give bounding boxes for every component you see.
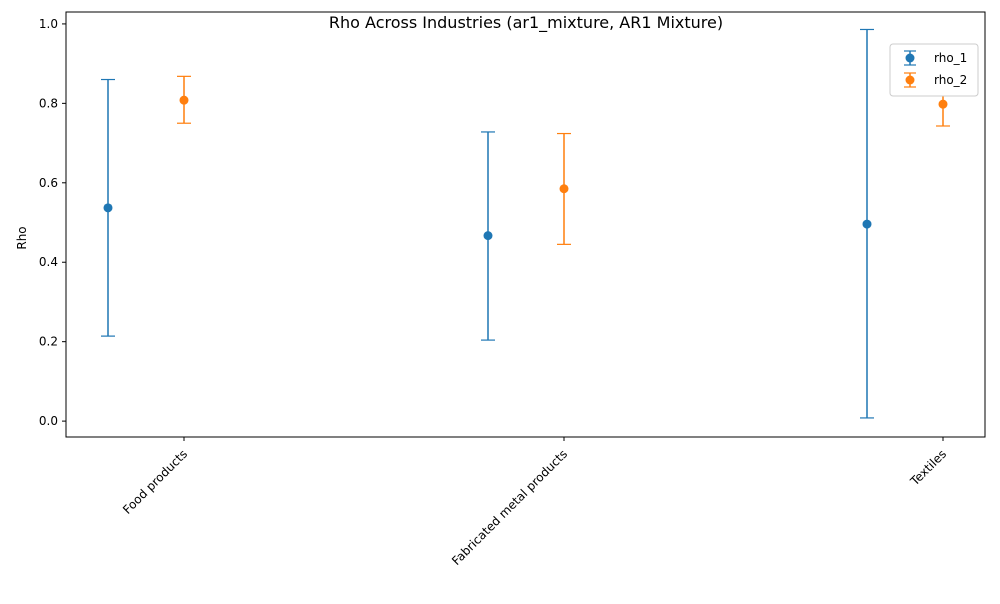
data-point-rho_2 (179, 95, 189, 105)
y-tick-label: 0.8 (39, 96, 58, 110)
data-point-rho_1 (103, 203, 113, 213)
y-tick-label: 0.0 (39, 414, 58, 428)
data-point-rho_1 (483, 231, 493, 241)
y-tick-label: 0.6 (39, 176, 58, 190)
y-tick-label: 0.2 (39, 335, 58, 349)
y-tick-label: 1.0 (39, 17, 58, 31)
data-point-rho_2 (938, 99, 948, 109)
legend-marker (905, 75, 915, 85)
chart-title: Rho Across Industries (ar1_mixture, AR1 … (329, 13, 723, 33)
plot-area (101, 28, 950, 419)
legend: rho_1 rho_2 (889, 43, 979, 97)
y-axis-label: Rho (15, 226, 29, 249)
legend-label-rho_1: rho_1 (934, 51, 967, 65)
x-tick-label: Food products (120, 447, 190, 517)
legend-label-rho_2: rho_2 (934, 73, 967, 87)
x-tick-label: Textiles (907, 447, 949, 489)
data-point-rho_2 (559, 184, 569, 194)
legend-marker (905, 53, 915, 63)
x-tick-label: Fabricated metal products (449, 447, 570, 568)
y-tick-label: 0.4 (39, 255, 58, 269)
y-axis: 0.0 0.2 0.4 0.6 0.8 1.0 (39, 17, 66, 428)
x-axis: Food products Fabricated metal products Te… (120, 437, 949, 568)
data-point-rho_1 (862, 219, 872, 229)
plot-frame (65, 11, 986, 438)
